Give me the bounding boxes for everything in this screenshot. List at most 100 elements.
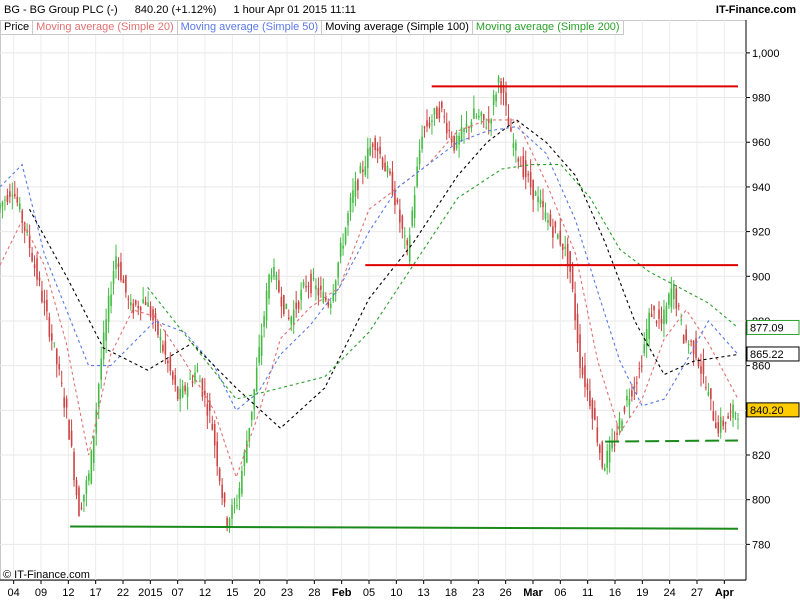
price-candle-body	[381, 157, 384, 168]
price-candle-body	[719, 416, 722, 433]
price-candle-body	[616, 432, 618, 435]
price-candle-body	[557, 234, 559, 239]
price-candle-body	[653, 305, 655, 311]
y-tick-label: 780	[752, 539, 770, 551]
price-candle-body	[574, 293, 576, 321]
price-candle-body	[517, 158, 520, 162]
price-candle-body	[376, 147, 379, 152]
price-candle-body	[598, 445, 601, 454]
price-candle-body	[564, 246, 567, 249]
price-candle-body	[712, 411, 715, 421]
price-candle-body	[561, 243, 564, 250]
title-bar: BG - BG Group PLC (-) 840.20 (+1.12%) 1 …	[0, 0, 800, 20]
price-candle-body	[92, 435, 95, 463]
price-candle-body	[9, 191, 11, 197]
price-candle-body	[394, 188, 396, 206]
price-candle-body	[43, 301, 46, 303]
price-candle-body	[724, 422, 727, 424]
price-candle-body	[213, 424, 216, 446]
x-tick-label: 24	[664, 587, 676, 599]
x-tick-label: 07	[172, 587, 184, 599]
price-candle-body	[46, 299, 48, 312]
price-candle-body	[450, 136, 453, 143]
price-candle-body	[569, 251, 571, 272]
price-candle-body	[75, 480, 78, 496]
candles-group	[0, 74, 739, 533]
price-candle-body	[478, 115, 480, 118]
price-candle-body	[125, 275, 127, 293]
price-candle-body	[714, 422, 717, 429]
price-candle-body	[426, 120, 428, 127]
price-candle-body	[297, 301, 300, 309]
price-candle-body	[36, 258, 38, 280]
price-tag-box	[746, 402, 800, 418]
price-candle-body	[379, 146, 381, 154]
price-candle-body	[221, 484, 223, 498]
price-candle-body	[690, 340, 692, 342]
x-tick-label: 18	[445, 587, 457, 599]
price-candle-body	[675, 288, 678, 309]
price-candle-body	[83, 494, 85, 502]
price-candle-body	[448, 129, 451, 131]
x-tick-label: 16	[609, 587, 621, 599]
price-candle-body	[480, 112, 483, 117]
x-tick-label: 19	[636, 587, 648, 599]
price-candle-body	[559, 230, 562, 245]
legend-item-sma50[interactable]: Moving average (Simple 50)	[176, 20, 323, 35]
price-candle-body	[421, 136, 423, 149]
x-tick-label: 17	[90, 587, 102, 599]
price-candle-body	[325, 297, 327, 301]
price-candle-body	[524, 160, 527, 178]
price-candle-body	[359, 166, 362, 173]
x-tick-label: Feb	[332, 587, 352, 599]
legend-item-sma200[interactable]: Moving average (Simple 200)	[471, 20, 624, 35]
price-candle-body	[399, 209, 401, 223]
price-candle-body	[443, 116, 446, 118]
price-candle-body	[73, 451, 75, 481]
price-candle-body	[601, 441, 604, 468]
price-candle-body	[710, 388, 712, 400]
price-candle-body	[159, 336, 162, 341]
price-tag-label: 840.20	[750, 405, 784, 417]
x-tick-label: 05	[363, 587, 375, 599]
legend-item-sma100[interactable]: Moving average (Simple 100)	[321, 20, 473, 35]
price-candle-body	[717, 422, 720, 434]
price-candle-body	[226, 517, 228, 527]
price-candle-body	[702, 360, 705, 375]
price-candle-body	[475, 116, 478, 118]
price-candle-body	[371, 143, 374, 148]
price-candle-body	[206, 404, 209, 416]
price-candle-body	[122, 279, 125, 283]
legend-item-sma20[interactable]: Moving average (Simple 20)	[32, 20, 178, 35]
price-candle-body	[80, 507, 83, 509]
price-candle-body	[53, 342, 56, 344]
price-candle-body	[663, 309, 665, 325]
price-candle-body	[391, 172, 394, 195]
price-candle-body	[603, 467, 606, 471]
price-candle-body	[576, 313, 579, 344]
price-candle-body	[295, 302, 297, 309]
x-tick-label: 09	[35, 587, 47, 599]
legend-item-price[interactable]: Price	[0, 20, 34, 35]
price-candle-body	[364, 166, 367, 176]
price-candle-body	[302, 282, 305, 287]
price-candle-body	[485, 127, 488, 129]
price-candle-body	[665, 305, 668, 323]
price-candle-body	[33, 264, 36, 268]
x-tick-label: 26	[500, 587, 512, 599]
price-candle-body	[611, 441, 613, 449]
price-candle-body	[594, 408, 596, 420]
price-candle-body	[510, 127, 512, 132]
price-candle-body	[1, 201, 4, 207]
x-tick-label: Mar	[523, 587, 543, 599]
price-candle-body	[626, 395, 628, 401]
price-candle-body	[265, 290, 268, 321]
x-tick-label: 2015	[138, 587, 162, 599]
price-candle-body	[216, 441, 219, 467]
price-candle-body	[16, 196, 19, 203]
price-candle-body	[352, 190, 354, 203]
price-candle-body	[334, 280, 337, 294]
price-candle-body	[14, 193, 16, 197]
price-candle-body	[522, 155, 525, 177]
price-candle-body	[65, 398, 68, 408]
